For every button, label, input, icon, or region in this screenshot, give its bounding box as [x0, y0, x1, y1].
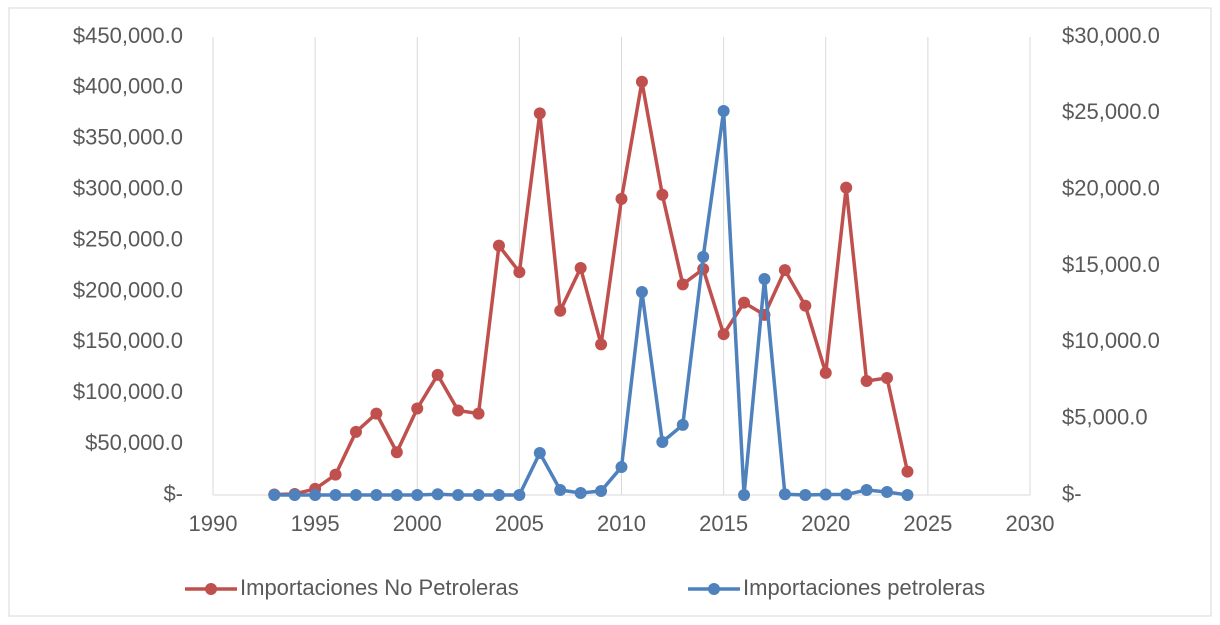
y-tick-label: $150,000.0 [73, 328, 183, 353]
y-tick-label: $100,000.0 [73, 379, 183, 404]
series-marker [574, 487, 587, 500]
legend-marker [205, 583, 217, 595]
y-tick-label: $200,000.0 [73, 277, 183, 302]
series-marker [901, 465, 914, 478]
series-marker [329, 489, 342, 501]
series-marker [492, 239, 505, 252]
series-marker [268, 489, 281, 501]
series-marker [370, 407, 383, 420]
series-marker [881, 371, 894, 384]
series-marker [635, 75, 648, 88]
y-tick-label: $- [163, 481, 183, 506]
series-marker [860, 375, 873, 388]
x-tick-label: 2015 [699, 511, 748, 536]
series-marker [697, 250, 710, 263]
series-marker [533, 447, 546, 460]
x-tick-label: 2030 [1006, 511, 1055, 536]
y2-tick-label: $5,000.0 [1062, 404, 1148, 429]
y-tick-label: $250,000.0 [73, 226, 183, 251]
y2-tick-label: $20,000.0 [1062, 175, 1160, 200]
y-tick-label: $300,000.0 [73, 175, 183, 200]
y-tick-label: $50,000.0 [85, 430, 183, 455]
series-marker [533, 107, 546, 120]
y-tick-label: $450,000.0 [73, 23, 183, 48]
series-marker [472, 407, 485, 420]
series-marker [799, 299, 812, 312]
chart-border [8, 7, 1212, 617]
series-marker [635, 285, 648, 298]
series-marker [840, 488, 853, 501]
series-marker [452, 404, 465, 417]
series-marker [881, 485, 894, 498]
series-marker [738, 296, 751, 309]
series-marker [595, 485, 608, 498]
series-marker [554, 304, 567, 317]
series-marker [778, 264, 791, 277]
series-marker [819, 366, 832, 379]
series-marker [390, 446, 403, 459]
series-marker [288, 489, 301, 501]
y2-tick-label: $10,000.0 [1062, 328, 1160, 353]
series-marker [349, 425, 362, 438]
series-marker [819, 488, 832, 501]
series-marker [595, 338, 608, 351]
series-marker [431, 488, 444, 501]
series-marker [492, 489, 505, 501]
x-tick-label: 1990 [189, 511, 238, 536]
y2-tick-label: $25,000.0 [1062, 99, 1160, 124]
series-marker [676, 278, 689, 291]
y2-tick-label: $30,000.0 [1062, 23, 1160, 48]
series-marker [431, 368, 444, 381]
series-marker [717, 328, 730, 341]
legend-marker [708, 583, 720, 595]
x-tick-label: 1995 [291, 511, 340, 536]
series-marker [309, 489, 322, 501]
x-tick-label: 2005 [495, 511, 544, 536]
series-marker [574, 262, 587, 275]
series-marker [901, 489, 914, 501]
series-marker [758, 272, 771, 285]
series-marker [472, 489, 485, 501]
x-tick-label: 2010 [597, 511, 646, 536]
series-marker [329, 468, 342, 481]
legend-label: Importaciones petroleras [743, 575, 985, 600]
x-tick-label: 2000 [393, 511, 442, 536]
series-marker [349, 489, 362, 501]
series-marker [554, 483, 567, 496]
series-marker [860, 483, 873, 496]
series-marker [370, 489, 383, 501]
series-marker [513, 266, 526, 279]
series-marker [656, 188, 669, 201]
y2-tick-label: $15,000.0 [1062, 252, 1160, 277]
series-marker [778, 488, 791, 501]
series-marker [615, 461, 628, 474]
x-tick-label: 2025 [903, 511, 952, 536]
y-tick-label: $350,000.0 [73, 125, 183, 150]
series-marker [717, 105, 730, 118]
legend-label: Importaciones No Petroleras [240, 575, 519, 600]
series-marker [411, 489, 424, 501]
series-marker [390, 489, 403, 501]
series-marker [676, 418, 689, 431]
x-tick-label: 2020 [801, 511, 850, 536]
series-marker [656, 436, 669, 449]
series-marker [513, 489, 526, 501]
series-line [274, 80, 910, 497]
y-tick-label: $400,000.0 [73, 74, 183, 99]
series-marker [615, 192, 628, 205]
series-marker [411, 402, 424, 415]
series-marker [840, 181, 853, 194]
series-marker [738, 489, 751, 501]
y2-tick-label: $- [1062, 481, 1082, 506]
series-marker [452, 489, 465, 501]
series-marker [799, 489, 812, 501]
